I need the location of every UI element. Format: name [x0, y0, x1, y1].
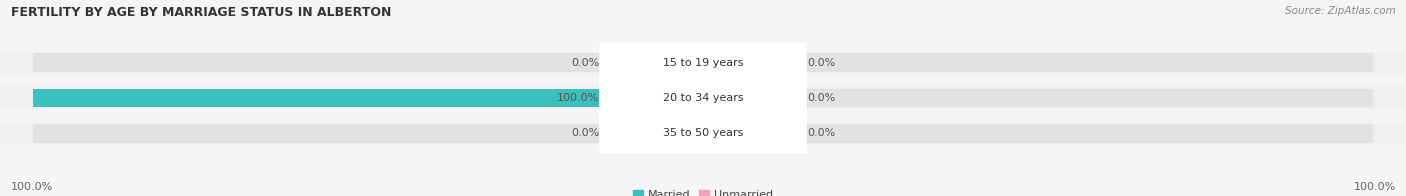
Bar — [703, 124, 1372, 143]
Text: 100.0%: 100.0% — [1354, 182, 1396, 192]
Bar — [34, 53, 703, 72]
Text: 15 to 19 years: 15 to 19 years — [662, 58, 744, 68]
Bar — [34, 124, 703, 143]
Bar — [703, 89, 1372, 107]
FancyBboxPatch shape — [599, 71, 807, 196]
Text: 35 to 50 years: 35 to 50 years — [662, 128, 744, 138]
Text: FERTILITY BY AGE BY MARRIAGE STATUS IN ALBERTON: FERTILITY BY AGE BY MARRIAGE STATUS IN A… — [11, 6, 392, 19]
Bar — [0, 123, 1406, 144]
Bar — [34, 89, 703, 107]
Text: 0.0%: 0.0% — [571, 58, 599, 68]
Bar — [662, 53, 703, 72]
Bar — [0, 52, 1406, 73]
Text: 100.0%: 100.0% — [557, 93, 599, 103]
Bar — [662, 124, 703, 143]
Bar — [34, 89, 703, 107]
FancyBboxPatch shape — [599, 35, 807, 161]
Bar — [703, 89, 744, 107]
Text: 0.0%: 0.0% — [571, 128, 599, 138]
Bar — [703, 53, 1372, 72]
Legend: Married, Unmarried: Married, Unmarried — [628, 185, 778, 196]
Text: 0.0%: 0.0% — [807, 128, 835, 138]
Bar — [703, 124, 744, 143]
Text: Source: ZipAtlas.com: Source: ZipAtlas.com — [1285, 6, 1396, 16]
Text: 0.0%: 0.0% — [807, 93, 835, 103]
Text: 0.0%: 0.0% — [807, 58, 835, 68]
Bar — [703, 53, 744, 72]
Text: 20 to 34 years: 20 to 34 years — [662, 93, 744, 103]
FancyBboxPatch shape — [599, 0, 807, 125]
Text: 100.0%: 100.0% — [11, 182, 53, 192]
Bar — [0, 87, 1406, 109]
